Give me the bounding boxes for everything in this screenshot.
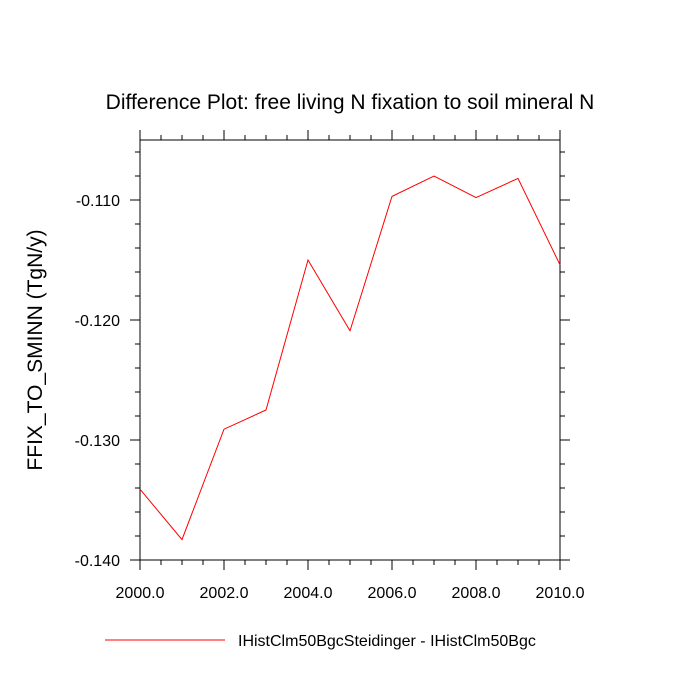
x-tick-label: 2008.0 (452, 585, 501, 602)
x-tick-label: 2004.0 (284, 585, 333, 602)
y-tick-label: -0.140 (75, 553, 120, 570)
legend-label: IHistClm50BgcSteidinger - IHistClm50Bgc (238, 633, 536, 650)
y-tick-label: -0.120 (75, 313, 120, 330)
data-point (181, 539, 182, 540)
plot-area (139, 139, 561, 561)
data-point (559, 264, 560, 265)
chart-title: Difference Plot: free living N fixation … (106, 91, 595, 114)
y-axis-minor-ticks (135, 151, 565, 561)
data-point (265, 409, 266, 410)
y-axis-label: FFIX_TO_SMINN (TgN/y) (24, 229, 47, 470)
y-axis: -0.140 -0.130 -0.120 -0.110 (75, 193, 570, 570)
series-line-0 (139, 175, 561, 541)
plot-border (139, 139, 561, 561)
data-point (475, 197, 476, 198)
data-point (433, 175, 434, 176)
x-tick-label: 2010.0 (536, 585, 585, 602)
data-point (517, 178, 518, 179)
y-tick-label: -0.130 (75, 433, 120, 450)
x-tick-label: 2002.0 (200, 585, 249, 602)
legend: IHistClm50BgcSteidinger - IHistClm50Bgc (105, 633, 536, 650)
x-tick-label: 2006.0 (368, 585, 417, 602)
y-tick-label: -0.110 (76, 193, 120, 210)
data-point (307, 259, 308, 260)
series-layer (139, 175, 561, 541)
data-point (139, 489, 140, 490)
data-point (391, 196, 392, 197)
data-point (223, 429, 224, 430)
x-axis: 2000.0 2002.0 2004.0 2006.0 2008.0 2010.0 (116, 130, 585, 602)
x-tick-label: 2000.0 (116, 585, 165, 602)
x-axis-minor-ticks (139, 135, 561, 565)
data-point (349, 330, 350, 331)
